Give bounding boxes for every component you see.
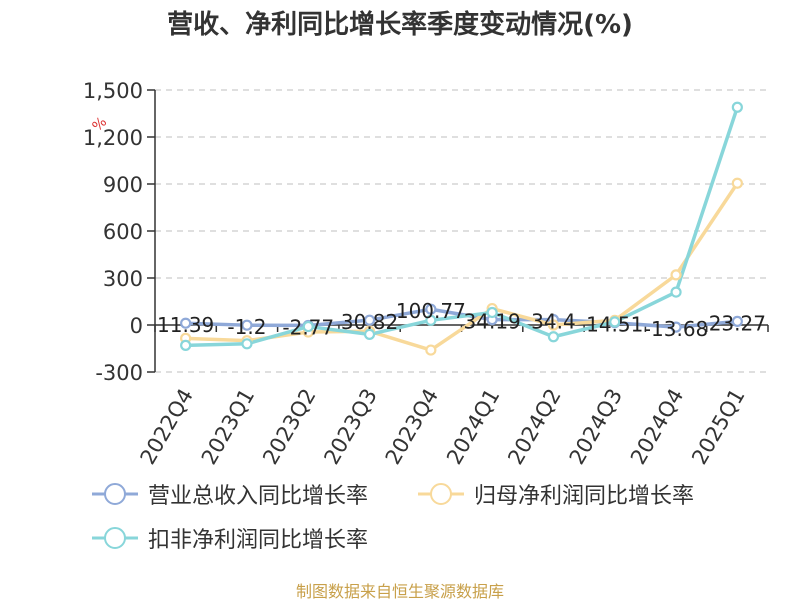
data-label: -1.2 <box>227 315 266 339</box>
x-tick-label: 2025Q1 <box>687 385 749 469</box>
series-deducted-profit-point <box>302 320 314 333</box>
series-net-profit-point <box>425 344 437 356</box>
series-deducted-profit-point <box>670 286 682 298</box>
y-tick-label: 1,500 <box>83 79 143 103</box>
series-deducted-profit-point <box>609 316 621 328</box>
series-revenue-point <box>425 303 437 315</box>
series-deducted-profit-point <box>241 338 253 350</box>
legend-label-revenue: 营业总收入同比增长率 <box>148 484 369 509</box>
x-tick-label: 2024Q2 <box>503 385 565 469</box>
x-tick-label: 2023Q2 <box>258 385 320 469</box>
series-revenue-line <box>185 307 738 329</box>
x-tick-label: 2024Q1 <box>442 385 504 469</box>
data-label: 11.39 <box>157 313 214 337</box>
data-label: -13.68 <box>644 317 708 341</box>
data-label: 100.77 <box>396 299 466 323</box>
y-tick-label: 600 <box>103 220 143 244</box>
series-net-profit-point <box>731 177 743 189</box>
y-tick-label: 0 <box>130 314 143 338</box>
series-revenue-point <box>363 314 376 326</box>
series-revenue-point <box>731 315 743 327</box>
series-revenue-point <box>241 319 253 331</box>
series-deducted-profit-point <box>363 328 376 340</box>
data-label: 34.19 <box>464 310 521 334</box>
data-label: 30.82 <box>341 310 398 334</box>
legend-marker-deducted-profit <box>92 527 138 549</box>
x-tick-label: 2024Q3 <box>565 385 627 469</box>
series-deducted-profit-point <box>180 339 192 351</box>
series-deducted-profit-line <box>185 106 740 348</box>
y-tick-label: -300 <box>95 361 143 385</box>
legend-marker-net-profit <box>418 483 464 505</box>
x-tick-label: 2024Q4 <box>626 385 688 469</box>
y-tick-labels: -300 0 300 600 900 1,200 1,500 <box>83 79 143 385</box>
legend-item-net-profit[interactable]: 归母净利润同比增长率 <box>418 478 694 510</box>
series-deducted-profit-point <box>547 331 560 343</box>
grid-lines <box>155 89 768 373</box>
legend-item-revenue[interactable]: 营业总收入同比增长率 <box>92 478 368 510</box>
data-label: 23.27 <box>709 311 766 335</box>
data-label: -2.77 <box>282 315 334 339</box>
x-tick-label: 2023Q1 <box>197 385 259 469</box>
y-tick-label: 1,200 <box>83 126 143 150</box>
series-deducted-profit-point <box>425 314 437 326</box>
legend-label-net-profit: 归母净利润同比增长率 <box>474 484 695 509</box>
y-tick-label: 900 <box>103 173 143 197</box>
chart-title: 营收、净利同比增长率季度变动情况(%) <box>167 10 633 40</box>
x-tick-label: 2022Q4 <box>136 385 198 469</box>
x-tick-label: 2023Q4 <box>381 384 443 468</box>
series-deducted-profit-point <box>486 306 498 319</box>
legend-label-deducted-profit: 扣非净利润同比增长率 <box>148 528 369 553</box>
series-revenue-point <box>180 317 192 329</box>
series-net-profit-point <box>547 319 560 331</box>
legend-item-deducted-profit[interactable]: 扣非净利润同比增长率 <box>92 522 368 554</box>
series-deducted-profit-point <box>731 101 743 113</box>
series-revenue-point <box>670 321 682 333</box>
x-tick-label: 2023Q3 <box>319 385 381 469</box>
data-source-note: 制图数据来自恒生聚源数据库 <box>295 582 504 601</box>
legend-marker-revenue <box>92 483 138 505</box>
x-tick-labels: 2022Q42023Q12023Q22023Q32023Q42024Q12024… <box>136 384 750 468</box>
data-label: 34.4 <box>531 310 576 334</box>
series-group <box>180 101 743 356</box>
series-net-profit-point <box>670 269 682 281</box>
data-label: 14.51 <box>586 313 643 337</box>
y-tick-label: 300 <box>103 267 143 291</box>
